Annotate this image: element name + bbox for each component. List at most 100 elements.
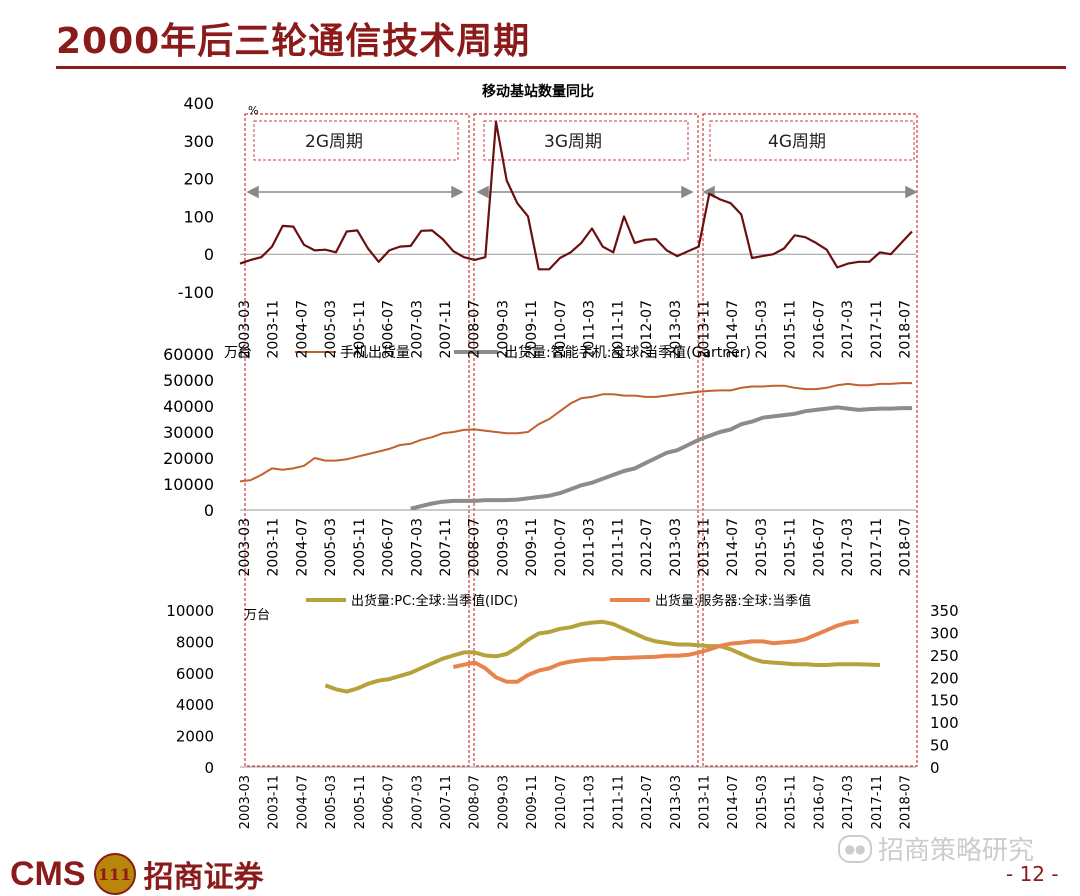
chart1-ytick-1: 300 <box>183 132 214 151</box>
chart2-xtick-5: 2006-07 <box>381 518 397 577</box>
chart-layer: 400 300 200 100 0 -100 2003-03 2003-11 2004-07 20… <box>163 94 959 829</box>
chart3-y2tick-4: 150 <box>930 692 959 710</box>
chart1-title: 移动基站数量同比 <box>482 83 594 100</box>
cycle-frame-2g <box>244 113 470 767</box>
chart2-xtick-15: 2013-03 <box>668 518 684 577</box>
watermark: ●● 招商策略研究 <box>838 830 1034 867</box>
chart1-xtick-10: 2009-11 <box>524 300 540 359</box>
chart1-ytick-4: 0 <box>204 245 214 264</box>
chart2-unit: 万台 <box>224 345 252 361</box>
title-rule <box>56 66 1066 69</box>
chart3-xtick-20: 2016-07 <box>812 775 827 829</box>
chart2-xtick-2: 2004-07 <box>294 518 310 577</box>
chart1-xtick-4: 2005-11 <box>352 300 368 359</box>
chart2-ytick-5: 10000 <box>163 475 214 494</box>
slide-title: 2000年后三轮通信技术周期 <box>56 21 531 62</box>
period-arrow-4g <box>702 185 918 199</box>
chart3-xtick-10: 2009-11 <box>525 775 540 829</box>
chart2-xtick-16: 2013-11 <box>696 518 712 577</box>
logo-badge-icon: 111 <box>93 853 136 895</box>
chart2-xtick-13: 2011-11 <box>610 518 626 577</box>
legend-smartphone-label: 出货量:智能手机:全球:当季值(Gartner) <box>504 344 751 361</box>
cycle-frame-4g <box>702 113 918 767</box>
chart3-xtick-1: 2003-11 <box>267 775 282 829</box>
chart3-series-1 <box>452 619 859 684</box>
period-arrow-2g <box>246 185 464 199</box>
chart1-xtick-23: 2018-07 <box>898 300 914 359</box>
chart3-ytick-5: 0 <box>204 759 214 777</box>
chart1-xtick-6: 2007-03 <box>409 300 425 359</box>
chart1-xtick-21: 2017-03 <box>840 300 856 359</box>
chart1-ytick-3: 100 <box>183 207 214 226</box>
chart1-xtick-16: 2013-11 <box>696 300 712 359</box>
chart1-xtick-5: 2006-07 <box>381 300 397 359</box>
chart3-xtick-6: 2007-03 <box>410 775 425 829</box>
chart1-xtick-11: 2010-07 <box>553 300 569 359</box>
chart3-xtick-22: 2017-11 <box>870 775 885 829</box>
chart3-ytick-0: 10000 <box>166 602 214 620</box>
chart3-xtick-3: 2005-03 <box>324 775 339 829</box>
footer-logo: CMS 111 招商证券 <box>10 852 264 896</box>
cycle-label-box-3g <box>483 120 689 161</box>
chart2-ytick-4: 20000 <box>163 449 214 468</box>
chart2-series-0 <box>239 382 912 483</box>
logo-text: CMS <box>10 854 86 893</box>
chart3-xtick-18: 2015-03 <box>755 775 770 829</box>
chart3-xtick-2: 2004-07 <box>295 775 310 829</box>
chart3-xtick-16: 2013-11 <box>697 775 712 829</box>
chart1-xtick-17: 2014-07 <box>725 300 741 359</box>
chart2-xtick-9: 2009-03 <box>495 518 511 577</box>
chart3-y2tick-3: 200 <box>930 669 959 687</box>
chart2-xtick-20: 2016-07 <box>811 518 827 577</box>
cycle-frame-3g <box>473 113 699 767</box>
chart1-unit: % <box>248 104 258 117</box>
chart1-series-0 <box>239 120 913 271</box>
chart3-y2tick-0: 350 <box>930 602 959 620</box>
chart2-series-1 <box>410 405 912 511</box>
cycle-label-4g: 4G周期 <box>768 132 826 152</box>
chart2-xtick-0: 2003-03 <box>237 518 253 577</box>
chart3-ytick-3: 4000 <box>176 696 214 714</box>
chart1-ytick-0: 400 <box>183 94 214 113</box>
chart1-xtick-8: 2008-07 <box>467 300 483 359</box>
cycle-label-2g: 2G周期 <box>305 132 363 152</box>
chart3-ytick-2: 6000 <box>176 665 214 683</box>
chart1-xtick-15: 2013-03 <box>668 300 684 359</box>
chart2-ytick-2: 40000 <box>163 397 214 416</box>
wechat-icon: ●● <box>838 834 872 863</box>
chart3-xtick-0: 2003-03 <box>238 775 253 829</box>
chart1-xtick-7: 2007-11 <box>438 300 454 359</box>
chart2-xtick-19: 2015-11 <box>783 518 799 577</box>
chart1-xtick-1: 2003-11 <box>266 300 282 359</box>
chart2-ytick-1: 50000 <box>163 371 214 390</box>
chart1-xtick-18: 2015-03 <box>754 300 770 359</box>
chart2-xtick-17: 2014-07 <box>725 518 741 577</box>
chart3-xtick-13: 2011-11 <box>611 775 626 829</box>
watermark-text: 招商策略研究 <box>878 836 1035 866</box>
chart2-xtick-1: 2003-11 <box>266 518 282 577</box>
legend-handset-label: 手机出货量 <box>340 344 410 361</box>
chart2-xtick-7: 2007-11 <box>438 518 454 577</box>
chart3-xtick-17: 2014-07 <box>726 775 741 829</box>
chart3-xtick-15: 2013-03 <box>669 775 684 829</box>
chart3-y2tick-2: 250 <box>930 647 959 665</box>
chart3-xtick-12: 2011-03 <box>583 775 598 829</box>
chart2-xtick-18: 2015-03 <box>754 518 770 577</box>
chart2-xtick-4: 2005-11 <box>352 518 368 577</box>
chart3-y2tick-6: 50 <box>930 737 949 755</box>
chart1-xtick-0: 2003-03 <box>237 300 253 359</box>
chart3-series-0 <box>324 619 881 694</box>
cycle-label-box-4g <box>709 120 915 161</box>
cycle-label-3g: 3G周期 <box>544 132 602 152</box>
logo-cn: 招商证券 <box>143 860 264 895</box>
chart2-xtick-12: 2011-03 <box>582 518 598 577</box>
chart1-xtick-3: 2005-03 <box>323 300 339 359</box>
chart2-xtick-23: 2018-07 <box>898 518 914 577</box>
chart2-xtick-14: 2012-07 <box>639 518 655 577</box>
chart1-ytick-2: 200 <box>183 170 214 189</box>
chart2-xtick-10: 2009-11 <box>524 518 540 577</box>
chart3-xtick-8: 2008-07 <box>468 775 483 829</box>
chart3-ytick-1: 8000 <box>176 633 214 651</box>
chart1-xtick-13: 2011-11 <box>610 300 626 359</box>
chart3-xtick-14: 2012-07 <box>640 775 655 829</box>
